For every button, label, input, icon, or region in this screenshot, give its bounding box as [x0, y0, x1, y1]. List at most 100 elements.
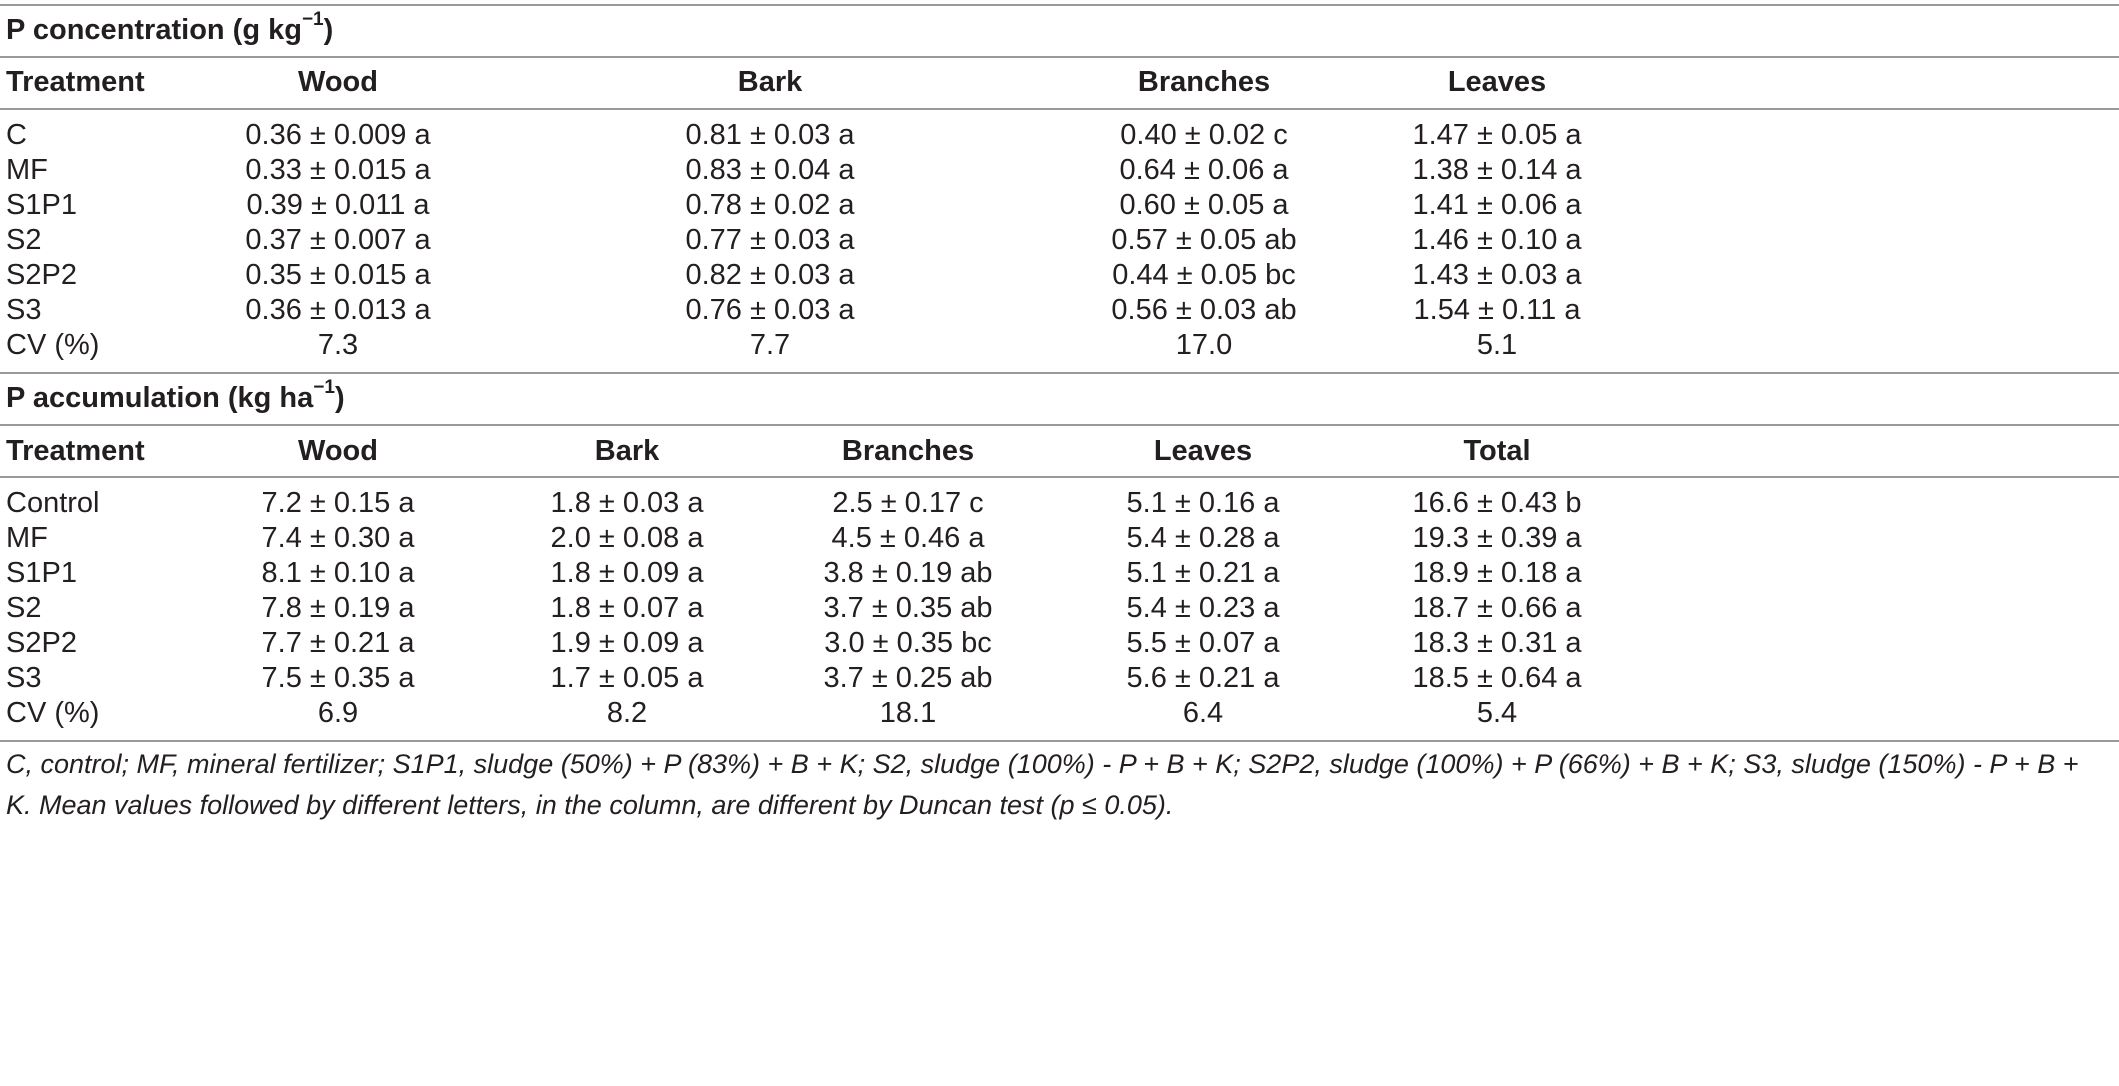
table2-row-label: MF [6, 522, 48, 554]
rule-t1-bottom [0, 372, 2119, 374]
table2-header-treatment: Treatment [6, 435, 145, 467]
table2-cell: 8.1 ± 0.10 a [261, 557, 415, 589]
table2-cell: 6.9 [317, 697, 359, 729]
table1-header-leaves: Leaves [1447, 66, 1547, 98]
table2-cell: 19.3 ± 0.39 a [1412, 522, 1582, 554]
table1-cell: 0.35 ± 0.015 a [245, 259, 431, 291]
table1-cell: 0.76 ± 0.03 a [685, 294, 855, 326]
table1-row-label: S2 [6, 224, 42, 256]
table2-cell: 18.3 ± 0.31 a [1412, 627, 1582, 659]
table1-row-label: S1P1 [6, 189, 77, 221]
table2-row-label: S2P2 [6, 627, 77, 659]
table2-cell: 1.7 ± 0.05 a [550, 662, 704, 694]
table1-cell: 7.3 [317, 329, 359, 361]
table1-row-label: CV (%) [6, 329, 100, 361]
table2-cell: 1.8 ± 0.09 a [550, 557, 704, 589]
table1-row-label: MF [6, 154, 48, 186]
table1-cell: 0.40 ± 0.02 c [1120, 119, 1288, 151]
table1-cell: 7.7 [749, 329, 791, 361]
table2-cell: 5.4 ± 0.28 a [1126, 522, 1280, 554]
table1-cell: 0.56 ± 0.03 ab [1111, 294, 1297, 326]
table2-cell: 18.5 ± 0.64 a [1412, 662, 1582, 694]
table1-header-branches: Branches [1137, 66, 1271, 98]
table-footnote: C, control; MF, mineral fertilizer; S1P1… [6, 749, 2079, 820]
table2-cell: 18.7 ± 0.66 a [1412, 592, 1582, 624]
table1-cell: 1.46 ± 0.10 a [1412, 224, 1582, 256]
table1-cell: 0.82 ± 0.03 a [685, 259, 855, 291]
table2-cell: 16.6 ± 0.43 b [1412, 487, 1582, 519]
table2-cell: 7.5 ± 0.35 a [261, 662, 415, 694]
table2-cell: 5.4 ± 0.23 a [1126, 592, 1280, 624]
table1-row-label: S3 [6, 294, 42, 326]
table1-cell: 1.54 ± 0.11 a [1413, 294, 1581, 326]
table1-cell: 0.37 ± 0.007 a [245, 224, 431, 256]
table2-header-leaves: Leaves [1153, 435, 1253, 467]
rule-t1-header [0, 108, 2119, 110]
table2-cell: 3.8 ± 0.19 ab [823, 557, 993, 589]
table2-cell: 3.7 ± 0.35 ab [823, 592, 993, 624]
table2-cell: 7.2 ± 0.15 a [261, 487, 415, 519]
table2-title: P accumulation (kg ha−1) [6, 378, 345, 415]
rule-top [0, 4, 2119, 6]
table2-cell: 5.5 ± 0.07 a [1126, 627, 1280, 659]
table2-cell: 6.4 [1182, 697, 1224, 729]
table2-title-close: ) [334, 382, 345, 414]
table1-cell: 5.1 [1476, 329, 1518, 361]
table2-cell: 7.8 ± 0.19 a [261, 592, 415, 624]
rule-t2-bottom [0, 740, 2119, 742]
table2-cell: 7.4 ± 0.30 a [261, 522, 415, 554]
table1-cell: 0.44 ± 0.05 bc [1112, 259, 1296, 291]
table1-cell: 0.39 ± 0.011 a [246, 189, 430, 221]
table1-cell: 0.83 ± 0.04 a [685, 154, 855, 186]
table1-cell: 0.77 ± 0.03 a [685, 224, 855, 256]
table1-row-label: S2P2 [6, 259, 77, 291]
table1-title: P concentration (g kg−1) [6, 10, 334, 47]
table2-title-text: P accumulation (kg ha [6, 382, 314, 414]
table2-cell: 3.0 ± 0.35 bc [824, 627, 992, 659]
table1-cell: 0.78 ± 0.02 a [685, 189, 855, 221]
table2-cell: 5.4 [1476, 697, 1518, 729]
table2-cell: 4.5 ± 0.46 a [831, 522, 985, 554]
rule-t1-title [0, 56, 2119, 58]
table2-cell: 5.1 ± 0.16 a [1126, 487, 1280, 519]
table2-cell: 7.7 ± 0.21 a [261, 627, 415, 659]
table1-cell: 0.33 ± 0.015 a [245, 154, 431, 186]
rule-t2-title [0, 424, 2119, 426]
table1-header-wood: Wood [298, 66, 378, 98]
table2-row-label: S3 [6, 662, 42, 694]
table2-header-bark: Bark [594, 435, 660, 467]
table2-cell: 1.8 ± 0.03 a [550, 487, 704, 519]
table2-row-label: S1P1 [6, 557, 77, 589]
table1-header-bark: Bark [737, 66, 803, 98]
table2-header-branches: Branches [841, 435, 975, 467]
table1-cell: 0.36 ± 0.009 a [245, 119, 431, 151]
table2-header-wood: Wood [298, 435, 378, 467]
table2-cell: 18.9 ± 0.18 a [1412, 557, 1582, 589]
table2-cell: 5.6 ± 0.21 a [1126, 662, 1280, 694]
table1-cell: 0.64 ± 0.06 a [1119, 154, 1289, 186]
table1-cell: 1.38 ± 0.14 a [1412, 154, 1582, 186]
table2-row-label: S2 [6, 592, 42, 624]
table2-header-total: Total [1463, 435, 1531, 467]
table1-title-close: ) [323, 14, 334, 46]
table2-row-label: CV (%) [6, 697, 100, 729]
table2-cell: 2.0 ± 0.08 a [550, 522, 704, 554]
table1-cell: 1.43 ± 0.03 a [1412, 259, 1582, 291]
table1-cell: 0.57 ± 0.05 ab [1111, 224, 1297, 256]
table1-cell: 17.0 [1175, 329, 1233, 361]
table2-cell: 8.2 [606, 697, 648, 729]
table1-header-treatment: Treatment [6, 66, 145, 98]
table2-cell: 5.1 ± 0.21 a [1126, 557, 1280, 589]
table1-title-text: P concentration (g kg [6, 14, 302, 46]
table2-cell: 2.5 ± 0.17 c [832, 487, 984, 519]
table1-title-sup: −1 [301, 9, 324, 30]
table1-cell: 0.60 ± 0.05 a [1119, 189, 1289, 221]
table2-cell: 1.8 ± 0.07 a [550, 592, 704, 624]
table2-cell: 1.9 ± 0.09 a [550, 627, 704, 659]
table2-cell: 3.7 ± 0.25 ab [823, 662, 993, 694]
table1-cell: 0.81 ± 0.03 a [685, 119, 855, 151]
table1-cell: 0.36 ± 0.013 a [245, 294, 431, 326]
table1-cell: 1.47 ± 0.05 a [1412, 119, 1582, 151]
table1-cell: 1.41 ± 0.06 a [1412, 189, 1582, 221]
table2-title-sup: −1 [313, 377, 335, 398]
